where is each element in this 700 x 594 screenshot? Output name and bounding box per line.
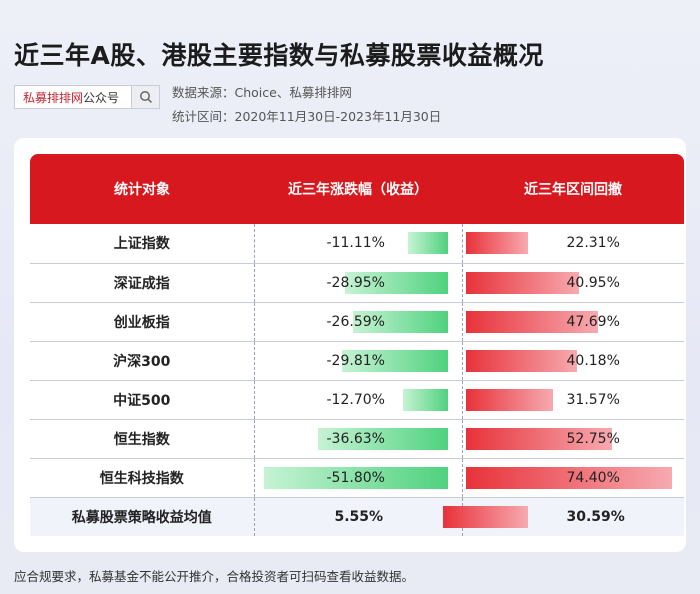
search-icon	[139, 91, 152, 104]
search-button[interactable]	[131, 86, 159, 108]
drawdown-cell: 52.75%	[461, 419, 684, 459]
table-row: 恒生指数 -36.63% 52.75%	[30, 419, 684, 459]
drawdown-bar	[465, 232, 528, 254]
page-title: 近三年A股、港股主要指数与私募股票收益概况	[14, 41, 544, 70]
drawdown-cell: 74.40%	[461, 458, 684, 498]
row-name: 私募股票策略收益均值	[30, 497, 254, 536]
search-suffix-text: 公众号	[83, 90, 120, 105]
return-value: -36.63%	[326, 430, 385, 447]
table-card: 统计对象 近三年涨跌幅（收益） 近三年区间回撤 上证指数 -11.11% 22.31…	[14, 138, 686, 552]
compliance-footer: 应合规要求，私募基金不能公开推介，合格投资者可扫码查看收益数据。	[14, 569, 415, 584]
date-range: 统计区间：2020年11月30日-2023年11月30日	[172, 109, 442, 124]
return-cell: -12.70%	[253, 380, 462, 420]
drawdown-value: 74.40%	[566, 469, 620, 486]
return-value: -12.70%	[326, 391, 385, 408]
return-bar	[317, 427, 448, 450]
drawdown-value: 40.18%	[566, 352, 620, 369]
return-value: -29.81%	[326, 352, 385, 369]
drawdown-bar	[465, 388, 553, 411]
return-cell: 5.55%	[253, 497, 462, 536]
drawdown-bar	[465, 310, 598, 333]
return-cell: -29.81%	[253, 341, 462, 381]
row-name: 恒生指数	[30, 419, 254, 459]
drawdown-value: 52.75%	[566, 430, 620, 447]
drawdown-value: 40.95%	[566, 274, 620, 291]
return-bar	[341, 349, 448, 372]
return-value: -11.11%	[326, 235, 385, 251]
returns-table: 统计对象 近三年涨跌幅（收益） 近三年区间回撤 上证指数 -11.11% 22.31…	[30, 154, 684, 536]
return-value: 5.55%	[334, 508, 384, 525]
data-source: 数据来源：Choice、私募排排网	[172, 85, 352, 100]
drawdown-cell: 22.31%	[461, 224, 684, 264]
return-cell: -36.63%	[253, 419, 462, 459]
drawdown-cell: 47.69%	[461, 302, 684, 342]
return-value: -26.59%	[326, 313, 385, 330]
row-name: 深证成指	[30, 263, 254, 303]
row-name: 创业板指	[30, 302, 254, 342]
table-row: 创业板指 -26.59% 47.69%	[30, 302, 684, 342]
drawdown-bar	[465, 466, 672, 489]
return-bar	[407, 232, 448, 254]
drawdown-cell: 31.57%	[461, 380, 684, 420]
return-cell: -26.59%	[253, 302, 462, 342]
drawdown-bar	[465, 271, 579, 294]
drawdown-cell: 30.59%	[442, 497, 684, 536]
return-value: -28.95%	[326, 274, 385, 291]
table-row: 私募股票策略收益均值 5.55% 30.59%	[30, 497, 684, 536]
return-bar	[402, 388, 448, 411]
drawdown-value: 22.31%	[566, 235, 620, 251]
drawdown-value: 31.57%	[566, 391, 620, 408]
return-cell: -28.95%	[253, 263, 462, 303]
search-box[interactable]: 私募排排网公众号	[14, 85, 160, 109]
table-row: 恒生科技指数 -51.80% 74.40%	[30, 458, 684, 498]
row-name: 恒生科技指数	[30, 458, 254, 498]
column-header-target: 统计对象	[30, 154, 254, 224]
drawdown-bar	[465, 349, 577, 372]
return-bar	[352, 310, 448, 333]
return-value: -51.80%	[326, 469, 385, 486]
return-cell: -11.11%	[253, 224, 462, 264]
search-brand-text: 私募排排网	[23, 90, 84, 105]
return-bar	[263, 466, 448, 489]
row-name: 上证指数	[30, 224, 254, 264]
column-header-return: 近三年涨跌幅（收益）	[254, 154, 462, 224]
return-cell: -51.80%	[253, 458, 462, 498]
column-header-drawdown: 近三年区间回撤	[462, 154, 684, 224]
drawdown-bar	[465, 427, 612, 450]
search-input[interactable]: 私募排排网公众号	[15, 89, 131, 106]
drawdown-value: 47.69%	[566, 313, 620, 330]
drawdown-cell: 40.95%	[461, 263, 684, 303]
drawdown-value: 30.59%	[566, 508, 625, 525]
row-name: 沪深300	[30, 341, 254, 381]
return-bar	[344, 271, 448, 294]
row-name: 中证500	[30, 380, 254, 420]
table-row: 沪深300 -29.81% 40.18%	[30, 341, 684, 381]
drawdown-bar	[442, 505, 528, 528]
table-row: 上证指数 -11.11% 22.31%	[30, 224, 684, 264]
drawdown-cell: 40.18%	[461, 341, 684, 381]
table-row: 中证500 -12.70% 31.57%	[30, 380, 684, 420]
table-row: 深证成指 -28.95% 40.95%	[30, 263, 684, 303]
